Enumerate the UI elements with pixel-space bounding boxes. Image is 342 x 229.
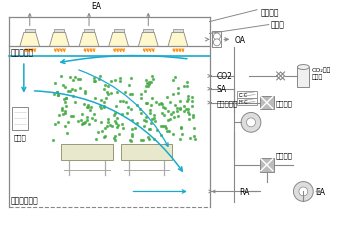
- FancyArrowPatch shape: [35, 91, 182, 171]
- Circle shape: [293, 182, 313, 202]
- Text: グレーチング: グレーチング: [11, 196, 39, 204]
- Text: EA: EA: [91, 2, 101, 11]
- Bar: [12, 107, 28, 131]
- Text: EA: EA: [315, 187, 325, 196]
- Text: H C: H C: [239, 99, 248, 104]
- Bar: [237, 91, 257, 98]
- Bar: [61, 144, 113, 160]
- Polygon shape: [50, 33, 69, 47]
- Polygon shape: [168, 33, 188, 47]
- Polygon shape: [79, 33, 99, 47]
- Bar: [298, 68, 309, 87]
- Text: ガラス天井: ガラス天井: [11, 49, 34, 57]
- Polygon shape: [139, 33, 158, 47]
- Text: CO2: CO2: [216, 72, 232, 81]
- Text: フィルタ: フィルタ: [276, 100, 293, 106]
- FancyArrowPatch shape: [22, 65, 26, 92]
- Text: C C: C C: [239, 92, 247, 97]
- Circle shape: [247, 118, 255, 127]
- FancyArrowPatch shape: [79, 71, 168, 147]
- Text: 加湿器: 加湿器: [14, 134, 26, 140]
- Circle shape: [213, 40, 220, 46]
- Bar: [54, 29, 64, 33]
- Text: CO₂ガス
ボンベ: CO₂ガス ボンベ: [311, 67, 331, 80]
- Text: フィルタ: フィルタ: [276, 152, 293, 158]
- Bar: [237, 98, 257, 105]
- Circle shape: [241, 113, 261, 133]
- Bar: [84, 29, 94, 33]
- FancyArrowPatch shape: [61, 56, 187, 64]
- Bar: [212, 32, 221, 48]
- Text: 差圧ダンパ: 差圧ダンパ: [216, 100, 238, 106]
- Text: RA: RA: [239, 187, 250, 196]
- Polygon shape: [109, 33, 129, 47]
- Text: OA: OA: [234, 36, 245, 45]
- Text: ランプ室: ランプ室: [261, 9, 279, 18]
- Bar: [143, 29, 153, 33]
- Polygon shape: [20, 33, 40, 47]
- Text: 栽培室: 栽培室: [271, 20, 285, 29]
- Bar: [121, 144, 172, 160]
- Text: SA: SA: [216, 85, 226, 94]
- Bar: [114, 29, 123, 33]
- Bar: [173, 29, 183, 33]
- Circle shape: [299, 187, 308, 196]
- Bar: [260, 158, 274, 172]
- FancyArrowPatch shape: [133, 190, 186, 193]
- Bar: [25, 29, 35, 33]
- Bar: [260, 96, 274, 110]
- Circle shape: [213, 34, 220, 41]
- Ellipse shape: [298, 65, 309, 70]
